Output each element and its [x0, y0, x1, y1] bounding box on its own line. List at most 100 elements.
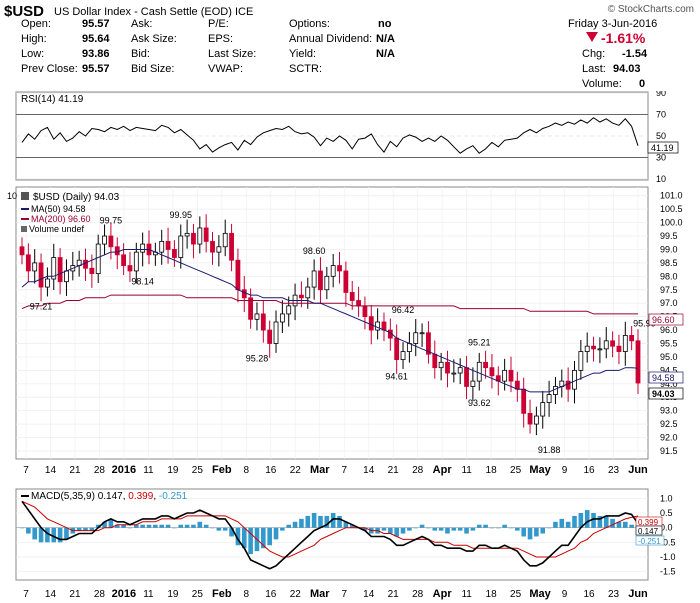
candle-body: [330, 265, 336, 277]
macd-histogram-bar: [172, 527, 177, 529]
volume-legend-swatch: [21, 226, 27, 232]
rsi-tick-label: 50: [656, 131, 666, 141]
ma200-tag: 96.60: [652, 315, 675, 325]
macd-histogram-bar: [527, 527, 533, 540]
macd-histogram-bar: [286, 524, 292, 528]
annual-dividend-value: N/A: [376, 33, 395, 45]
price-annotation: 95.21: [468, 337, 491, 347]
candle-body: [508, 369, 514, 382]
macd-histogram-bar: [83, 527, 88, 531]
price-tick-label: 93.0: [660, 406, 678, 416]
last-price-tag: 94.03: [652, 389, 675, 399]
price-tick-label: 99.5: [660, 231, 678, 241]
ask-label: Ask:: [131, 18, 153, 30]
volume-legend: Volume undef: [29, 224, 85, 234]
candle-body: [375, 321, 381, 331]
price-tick-label: 97.5: [660, 285, 678, 295]
ma50-tag: 94.58: [652, 373, 675, 383]
macd-histogram-bar: [394, 527, 399, 537]
price-x-tick-label: 11: [461, 465, 472, 476]
macd-histogram-bar: [127, 527, 133, 529]
macd-histogram-bar: [349, 524, 355, 528]
macd-histogram-bar: [305, 515, 311, 528]
price-x-tick-label: 14: [45, 465, 57, 476]
candle-body: [603, 340, 609, 350]
macd-x-tick-label: 7: [341, 589, 347, 600]
candle-body: [572, 369, 577, 390]
ma200-line: [21, 294, 638, 315]
candle-body: [343, 270, 349, 293]
price-tick-label: 92.0: [660, 433, 678, 443]
candle-body: [356, 300, 361, 307]
macd-histogram-bar: [102, 521, 107, 528]
macd-histogram-bar: [311, 513, 317, 528]
macd-x-tick-label: 16: [265, 589, 277, 600]
ma50-line: [21, 249, 639, 393]
macd-histogram-bar: [140, 524, 145, 528]
candle-body: [32, 262, 38, 272]
candle-body: [540, 402, 546, 417]
macd-histogram-bar: [572, 515, 577, 528]
price-x-tick-label: 7: [341, 465, 347, 476]
macd-histogram-bar: [324, 515, 330, 528]
macd-histogram-bar: [540, 527, 546, 534]
candle-body: [95, 243, 101, 275]
macd-histogram-bar: [362, 527, 368, 531]
macd-x-tick-label: 18: [486, 589, 498, 600]
candle-body: [267, 329, 273, 344]
candle-body: [260, 313, 266, 331]
macd-histogram-bar: [407, 527, 412, 531]
high-label: High:: [21, 33, 47, 45]
candle-body: [419, 332, 425, 335]
macd-x-tick-label: 21: [388, 589, 400, 600]
price-x-tick-label: 11: [143, 465, 154, 476]
price-tick-label: 100.0: [660, 218, 683, 228]
candle-body: [521, 388, 527, 414]
pe-label: P/E:: [208, 18, 229, 30]
candle-body: [235, 259, 241, 291]
macd-histogram-bar: [19, 527, 25, 529]
price-annotation: 91.88: [538, 445, 561, 455]
macd-histogram-bar: [261, 527, 266, 549]
last-label: Last:: [582, 63, 606, 75]
macd-histogram-bar: [515, 527, 520, 531]
macd-histogram-bar: [153, 524, 158, 528]
candle-body: [108, 235, 114, 248]
last-size-label: Last Size:: [208, 48, 257, 60]
candle-body: [248, 297, 254, 320]
candle-body: [216, 246, 222, 253]
macd-histogram-bar: [38, 527, 44, 543]
candle-body: [178, 235, 184, 258]
candle-body: [273, 321, 279, 344]
macd-title-label: MACD(5,35,9): [31, 491, 95, 502]
yield-label: Yield:: [289, 48, 317, 60]
macd-tick-label: 0.0: [660, 523, 673, 533]
macd-histogram-bar: [318, 515, 323, 528]
candle-body: [286, 305, 292, 315]
macd-x-tick-label: 8: [244, 589, 250, 600]
candle-body: [546, 394, 552, 404]
macd-x-tick-label: 9: [562, 589, 568, 600]
price-annotation: 95.90: [633, 319, 656, 329]
price-tick-label: 99.0: [660, 244, 678, 254]
candle-body: [470, 380, 476, 387]
stockcharts-watermark[interactable]: © StockCharts.com: [607, 4, 694, 15]
price-x-tick-label: Jun: [628, 464, 648, 476]
ma50-tag-box: [648, 371, 684, 384]
options-label: Options:: [289, 18, 330, 30]
candle-body: [622, 335, 628, 352]
candle-body: [514, 380, 520, 390]
macd-histogram-bar: [419, 524, 425, 528]
price-title: $USD (Daily) 94.03: [33, 192, 120, 203]
macd-histogram-bar: [273, 527, 279, 540]
ma50-legend: MA(50) 94.58: [31, 204, 86, 214]
price-panel: 99.75 99.95 98.14 97.21 98.60 95.28 96.42 94.61…: [7, 186, 684, 476]
macd-histogram-bar: [184, 524, 190, 528]
ticker-symbol[interactable]: $USD: [4, 3, 45, 20]
price-annotation: 93.62: [468, 398, 491, 408]
price-annotation: 94.61: [385, 371, 408, 381]
candle-body: [210, 240, 215, 253]
macd-x-tick-label: 11: [461, 589, 472, 600]
macd-histogram-bar: [121, 524, 126, 528]
bid-label: Bid:: [131, 48, 150, 60]
